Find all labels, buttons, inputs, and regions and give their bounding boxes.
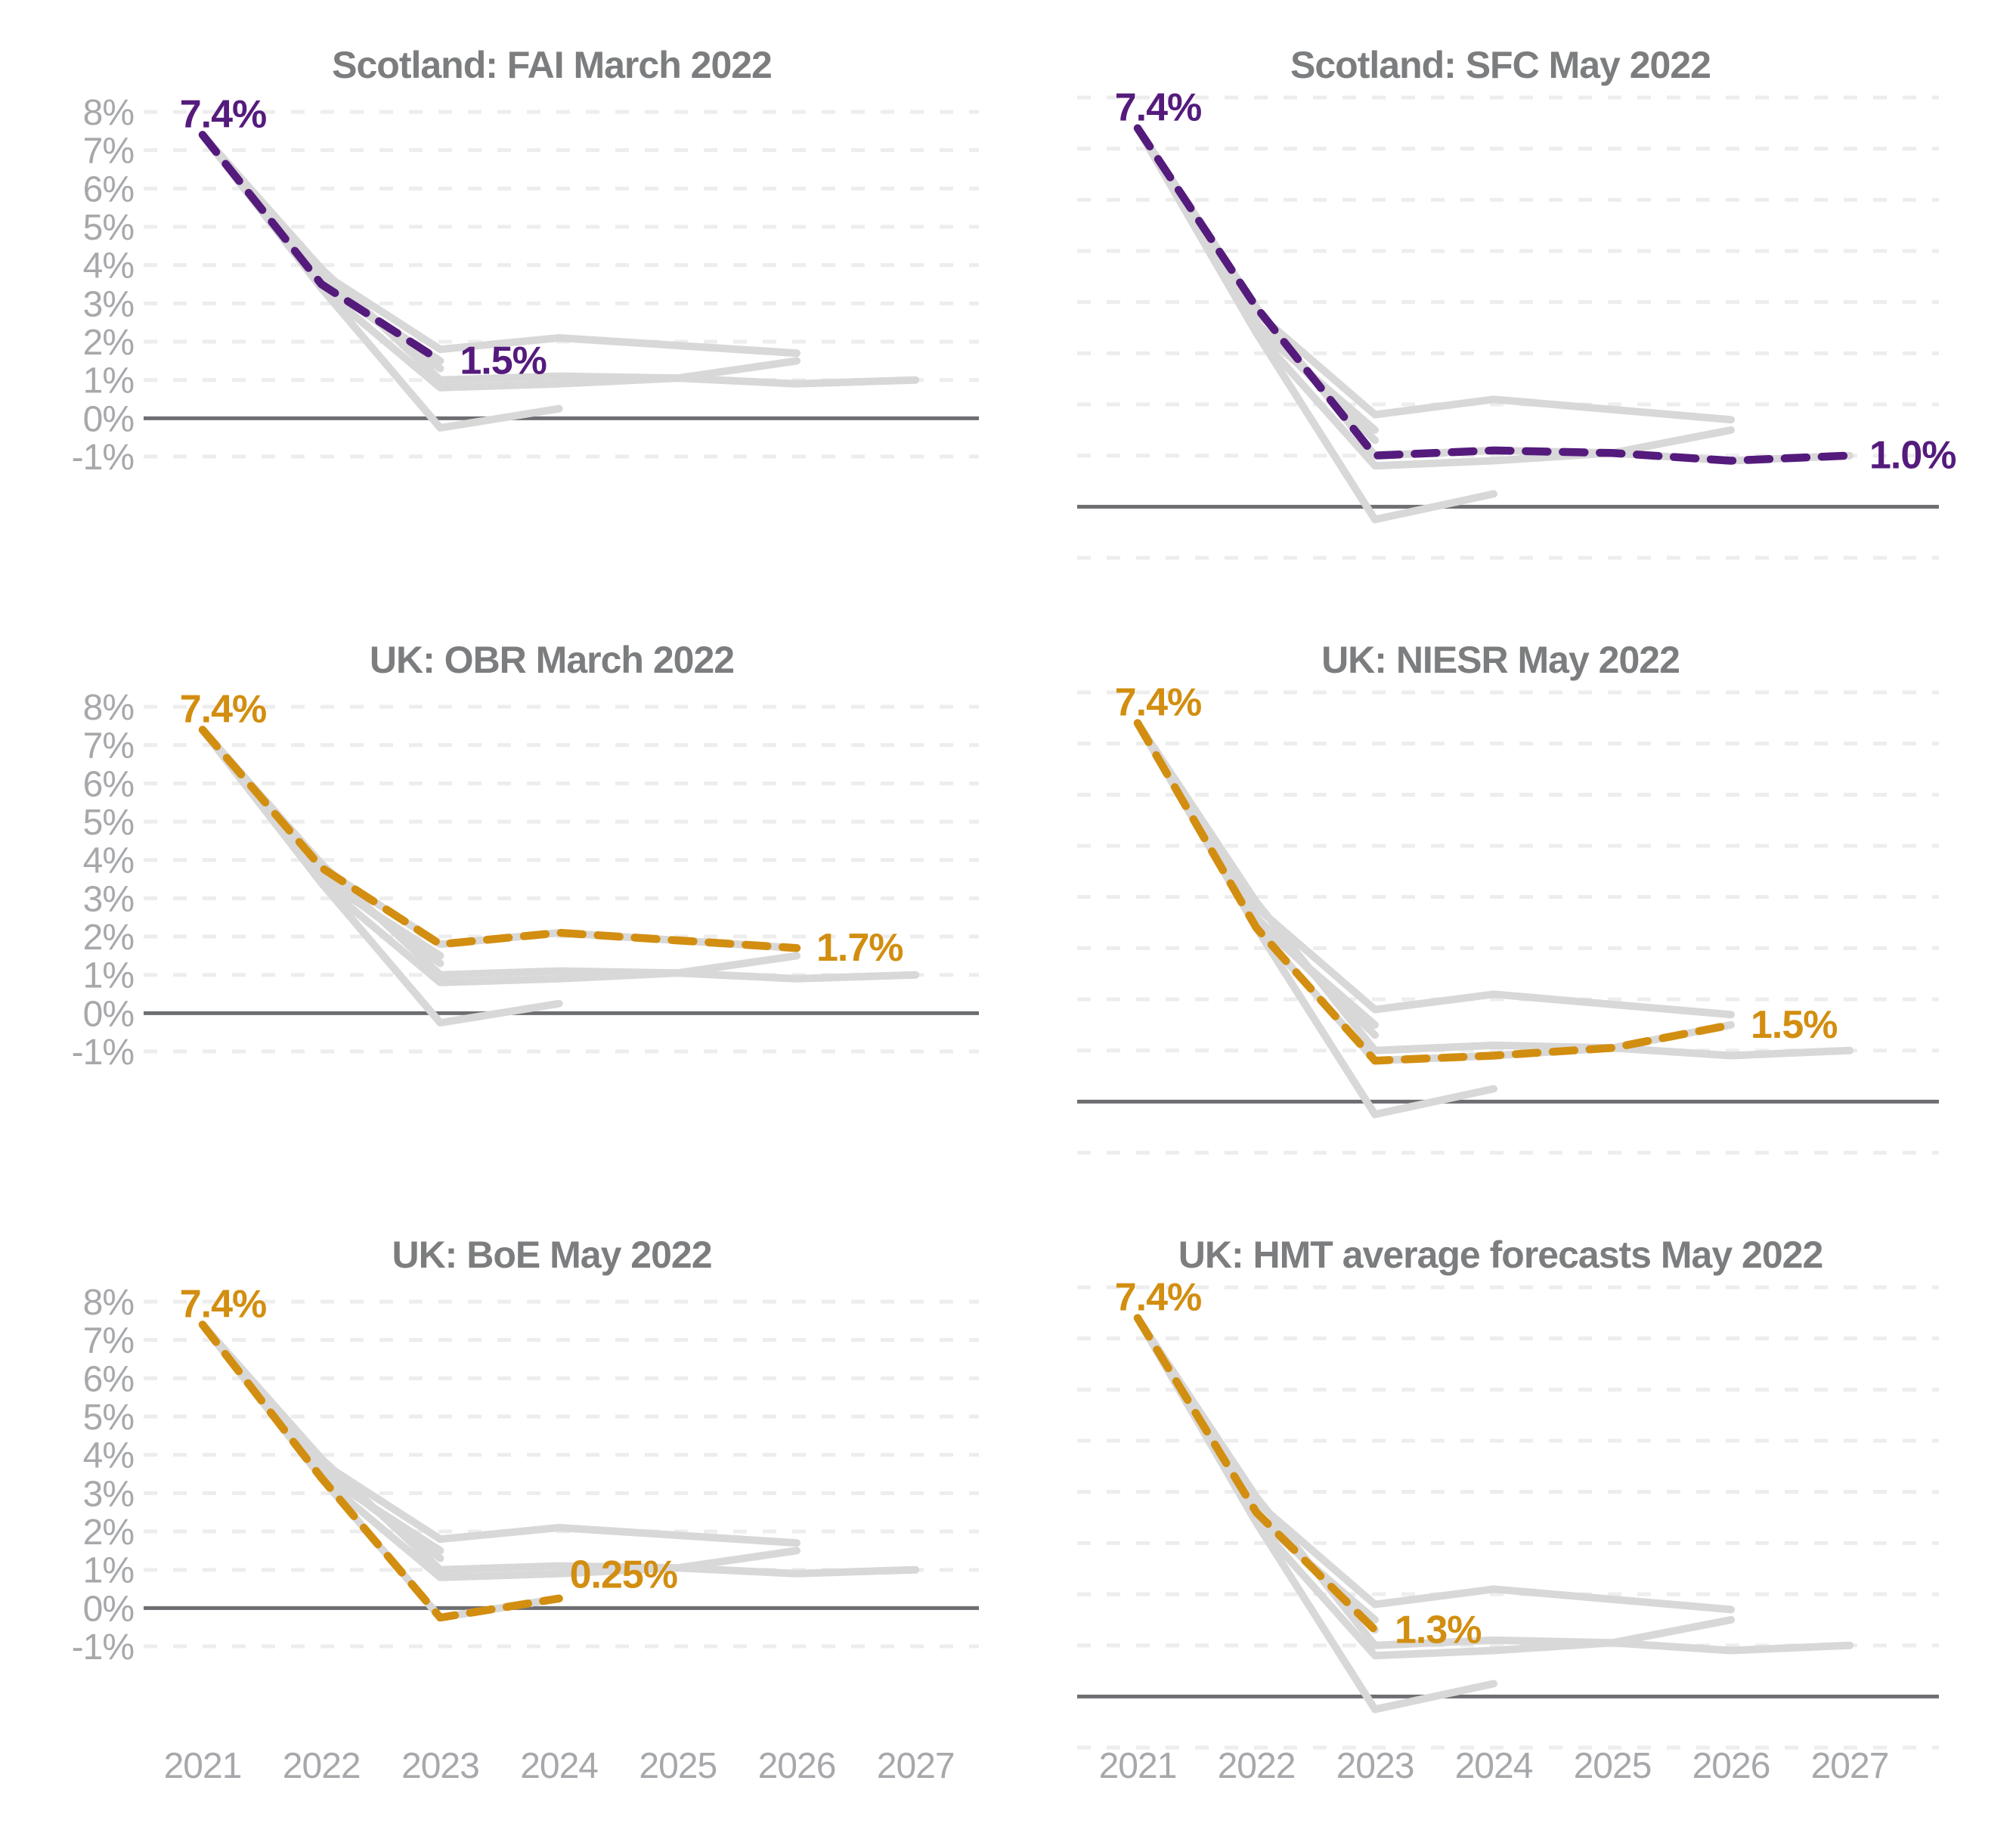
- panel-niesr: UK: NIESR May 2022 7.4% 1.5%: [1077, 639, 1939, 1155]
- highlight-line: [198, 726, 801, 952]
- x-tick-label: 2022: [1218, 1746, 1296, 1786]
- panel-title: UK: NIESR May 2022: [1321, 639, 1680, 681]
- y-tick-label: 6%: [83, 764, 134, 804]
- y-tick-label: 0%: [83, 1589, 134, 1629]
- context-line-hmt: [1134, 719, 1379, 1039]
- end-value-label: 1.5%: [460, 339, 547, 382]
- y-tick-label: -1%: [72, 1627, 134, 1668]
- start-value-label: 7.4%: [1115, 1276, 1202, 1320]
- highlight-line: [1133, 1314, 1380, 1634]
- y-tick-label: 2%: [83, 918, 134, 958]
- y-tick-label: 3%: [83, 879, 134, 919]
- start-value-label: 7.4%: [1115, 681, 1202, 725]
- x-tick-label: 2027: [1811, 1746, 1889, 1786]
- y-tick-label: 5%: [83, 803, 134, 843]
- y-tick-label: 3%: [83, 284, 134, 324]
- end-value-label: 1.5%: [1751, 1003, 1838, 1047]
- x-tick-label: 2027: [877, 1746, 955, 1786]
- start-value-label: 7.4%: [180, 687, 267, 731]
- panel-obr: UK: OBR March 2022 7.4% 1.7%: [144, 639, 979, 1054]
- panel-title: Scotland: FAI March 2022: [332, 44, 772, 86]
- highlight-line: [1133, 719, 1736, 1065]
- x-tick-label: 2025: [639, 1746, 717, 1786]
- y-tick-label: 7%: [83, 1321, 134, 1361]
- x-tick-label: 2024: [1455, 1746, 1533, 1786]
- start-value-label: 7.4%: [180, 92, 267, 136]
- y-tick-label: 2%: [83, 323, 134, 363]
- y-tick-label: 4%: [83, 1436, 134, 1476]
- y-tick-label: -1%: [72, 438, 134, 478]
- y-tick-label: 1%: [83, 956, 134, 996]
- start-value-label: 7.4%: [1115, 86, 1202, 130]
- y-tick-label: 2%: [83, 1513, 134, 1553]
- y-axis: 8%7%6%5%4%3%2%1%0%-1%8%7%6%5%4%3%2%1%0%-…: [72, 93, 135, 1668]
- y-tick-label: 4%: [83, 246, 134, 286]
- panel-boe: UK: BoE May 2022 7.4% 0.25%: [144, 1234, 979, 1649]
- y-tick-label: 4%: [83, 841, 134, 881]
- panel-sfc: Scotland: SFC May 2022 7.4% 1.0%: [1077, 44, 1957, 560]
- y-tick-label: 7%: [83, 132, 134, 172]
- x-tick-label: 2026: [758, 1746, 836, 1786]
- y-tick-label: 7%: [83, 726, 134, 766]
- context-line-obr: [199, 131, 801, 358]
- end-value-label: 0.25%: [570, 1553, 677, 1597]
- start-value-label: 7.4%: [180, 1282, 267, 1326]
- context-line-obr: [1134, 1314, 1735, 1614]
- y-tick-label: -1%: [72, 1033, 134, 1073]
- y-tick-label: 5%: [83, 208, 134, 248]
- y-tick-label: 6%: [83, 1359, 134, 1399]
- y-tick-label: 1%: [83, 1551, 134, 1591]
- context-line-hmt: [199, 726, 444, 968]
- highlight-line: [198, 1321, 563, 1622]
- panel-title: UK: OBR March 2022: [370, 639, 734, 681]
- y-tick-label: 0%: [83, 994, 134, 1034]
- y-tick-label: 3%: [83, 1474, 134, 1514]
- context-line-hmt: [1134, 1314, 1379, 1634]
- y-tick-label: 5%: [83, 1398, 134, 1438]
- panel-title: UK: HMT average forecasts May 2022: [1178, 1234, 1823, 1276]
- y-tick-label: 1%: [83, 361, 134, 401]
- highlight-line: [1133, 124, 1854, 465]
- x-tick-label: 2023: [401, 1746, 479, 1786]
- panel-title: UK: BoE May 2022: [392, 1234, 711, 1276]
- context-line-obr: [199, 1321, 801, 1547]
- x-tick-label: 2025: [1574, 1746, 1652, 1786]
- y-tick-label: 8%: [83, 93, 134, 133]
- panel-fai: Scotland: FAI March 2022 7.4% 1.5%: [144, 44, 979, 459]
- x-tick-label: 2022: [283, 1746, 361, 1786]
- y-tick-label: 6%: [83, 169, 134, 209]
- end-value-label: 1.7%: [816, 926, 903, 970]
- end-value-label: 1.3%: [1395, 1608, 1482, 1652]
- highlight-line: [198, 131, 444, 365]
- x-tick-label: 2026: [1692, 1746, 1770, 1786]
- context-line-obr: [1134, 719, 1735, 1019]
- y-tick-label: 8%: [83, 1283, 134, 1323]
- y-tick-label: 8%: [83, 688, 134, 728]
- x-tick-label: 2024: [520, 1746, 598, 1786]
- y-tick-label: 0%: [83, 399, 134, 439]
- x-tick-label: 2023: [1336, 1746, 1414, 1786]
- end-value-label: 1.0%: [1869, 434, 1956, 478]
- x-tick-label: 2021: [164, 1746, 242, 1786]
- x-tick-label: 2021: [1099, 1746, 1177, 1786]
- panel-title: Scotland: SFC May 2022: [1290, 44, 1711, 86]
- x-axis: 2021 2022 2023 2024 2025 2026 2027 2021 2022 2023…: [164, 1746, 1890, 1786]
